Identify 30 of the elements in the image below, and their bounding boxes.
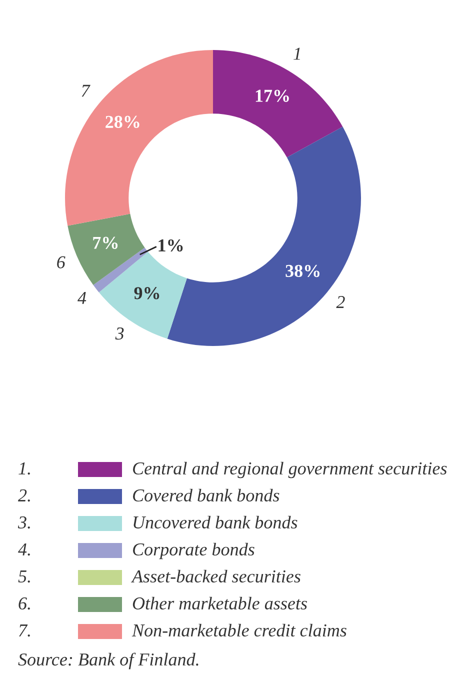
donut-slice <box>65 50 213 226</box>
text: 4 <box>78 292 86 304</box>
text: 2 <box>336 296 345 308</box>
text: 4. <box>18 543 30 556</box>
donut-slice <box>68 214 145 285</box>
donut-slice <box>98 252 187 339</box>
text: 1. <box>18 462 30 475</box>
legend-label: Covered bank bonds <box>133 488 280 502</box>
text: 6. <box>18 597 30 610</box>
data-label: 9% <box>134 287 160 300</box>
text: 7. <box>19 624 30 637</box>
legend-label: Corporate bonds <box>133 542 254 560</box>
data-label: 38% <box>286 264 320 278</box>
text: 3 <box>115 327 124 340</box>
text: 2. <box>18 489 30 502</box>
text: 3. <box>18 516 30 529</box>
data-label: 1% <box>158 239 183 252</box>
legend-label: Uncovered bank bonds <box>134 516 298 529</box>
legend-label: Non-marketable credit claims <box>132 624 346 637</box>
data-label: 28% <box>106 116 140 128</box>
legend-label: Central and regional government securities <box>133 462 447 478</box>
data-label: 7% <box>93 236 118 250</box>
text: 6 <box>57 256 66 268</box>
data-label: 17% <box>256 90 289 102</box>
text: 7 <box>82 84 90 97</box>
legend-label: Other marketable assets <box>132 596 307 610</box>
source-note: Source: Bank of Finland. <box>18 652 198 670</box>
legend-label: Asset-backed securities <box>131 570 300 583</box>
text: 5. <box>18 570 30 583</box>
text: 1 <box>294 48 300 60</box>
